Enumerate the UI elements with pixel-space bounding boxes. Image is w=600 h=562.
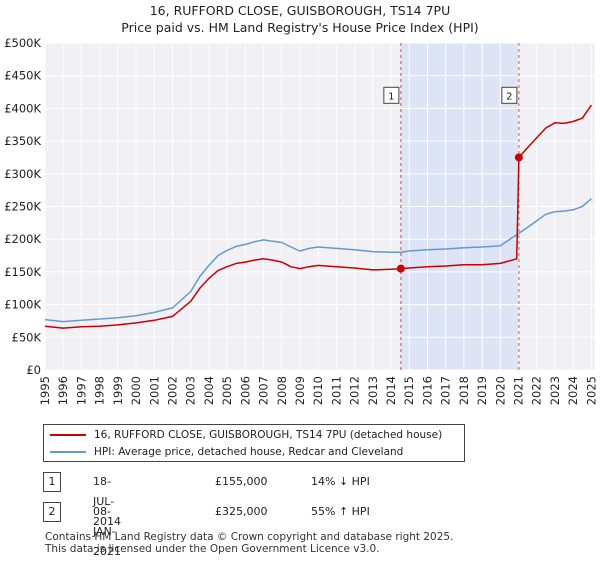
footer-line-2: This data is licensed under the Open Gov… — [45, 543, 380, 555]
footer: Contains HM Land Registry data © Crown c… — [45, 531, 453, 555]
x-tick-label: 1996 — [56, 376, 70, 405]
footer-line-1: Contains HM Land Registry data © Crown c… — [45, 531, 454, 543]
x-tick-label: 2007 — [257, 376, 271, 405]
y-tick-label: £250K — [4, 200, 41, 214]
x-tick-label: 2011 — [329, 376, 343, 405]
x-tick-label: 2020 — [493, 376, 507, 405]
transaction-hpi: 55% ↑ HPI — [311, 505, 370, 518]
transaction-badge: 2 — [43, 502, 61, 522]
transaction-price: £325,000 — [215, 505, 268, 518]
x-tick-label: 2025 — [584, 376, 598, 405]
y-tick-label: £450K — [4, 69, 41, 83]
legend-label-hpi: HPI: Average price, detached house, Redc… — [94, 446, 404, 458]
transaction-date: 18-JUL-2014 — [93, 475, 121, 528]
title-line-2: Price paid vs. HM Land Registry's House … — [121, 20, 479, 35]
transaction-badge: 1 — [43, 472, 61, 492]
y-tick-label: £500K — [4, 36, 41, 50]
y-tick-label: £50K — [12, 330, 42, 344]
x-tick-label: 2005 — [220, 376, 234, 405]
x-tick-label: 2013 — [366, 376, 380, 405]
legend-swatch-property — [50, 434, 86, 436]
x-tick-label: 2001 — [147, 376, 161, 405]
sale-2-point — [514, 153, 523, 162]
y-tick-label: £350K — [4, 134, 41, 148]
x-tick-label: 2014 — [384, 376, 398, 405]
x-tick-label: 2022 — [530, 376, 544, 405]
x-tick-label: 2024 — [566, 376, 580, 405]
legend-item-hpi: HPI: Average price, detached house, Redc… — [50, 444, 403, 460]
transaction-hpi: 14% ↓ HPI — [311, 475, 370, 488]
sale-1-point — [396, 264, 405, 273]
x-tick-label: 2006 — [238, 376, 252, 405]
y-tick-label: £200K — [4, 232, 41, 246]
x-tick-label: 2003 — [184, 376, 198, 405]
x-tick-label: 1997 — [74, 376, 88, 405]
property-price-line — [44, 104, 593, 329]
x-tick-label: 1998 — [93, 376, 107, 405]
x-tick-label: 2000 — [129, 376, 143, 405]
y-tick-label: £100K — [4, 298, 41, 312]
legend-swatch-hpi — [50, 451, 86, 453]
x-tick-label: 1995 — [38, 376, 52, 405]
x-tick-label: 2009 — [293, 376, 307, 405]
x-tick-label: 2010 — [311, 376, 325, 405]
x-tick-label: 2008 — [275, 376, 289, 405]
price-chart: 1 2 £0 £50K £100K £150K £200K £250K £300K £350K £… — [4, 36, 598, 405]
title-line-1: 16, RUFFORD CLOSE, GUISBOROUGH, TS14 7PU — [149, 3, 451, 18]
chart-title: 16, RUFFORD CLOSE, GUISBOROUGH, TS14 7PU… — [0, 2, 600, 36]
legend-label-property: 16, RUFFORD CLOSE, GUISBOROUGH, TS14 7PU… — [94, 429, 443, 441]
x-tick-label: 2019 — [475, 376, 489, 405]
transaction-price: £155,000 — [215, 475, 268, 488]
legend-item-property: 16, RUFFORD CLOSE, GUISBOROUGH, TS14 7PU… — [50, 427, 442, 443]
legend: 16, RUFFORD CLOSE, GUISBOROUGH, TS14 7PU… — [43, 424, 465, 462]
hpi-line — [44, 198, 592, 323]
sale-2-label-box — [501, 86, 518, 104]
x-tick-label: 2016 — [420, 376, 434, 405]
y-tick-label: £300K — [4, 167, 41, 181]
y-tick-label: £0 — [26, 363, 41, 377]
x-tick-label: 2023 — [548, 376, 562, 405]
transaction-date: 08-JAN-2021 — [93, 505, 121, 558]
sale-2-label: 2 — [506, 91, 512, 102]
sale-1-label-box — [383, 86, 400, 104]
x-tick-label: 2021 — [512, 376, 526, 405]
sale-1-label: 1 — [388, 91, 394, 102]
x-tick-label: 2012 — [348, 376, 362, 405]
x-tick-label: 2018 — [457, 376, 471, 405]
x-tick-label: 2004 — [202, 376, 216, 405]
y-tick-label: £400K — [4, 101, 41, 115]
x-tick-label: 1999 — [111, 376, 125, 405]
x-tick-label: 2002 — [165, 376, 179, 405]
x-tick-label: 2015 — [402, 376, 416, 405]
y-tick-label: £150K — [4, 265, 41, 279]
x-tick-label: 2017 — [439, 376, 453, 405]
